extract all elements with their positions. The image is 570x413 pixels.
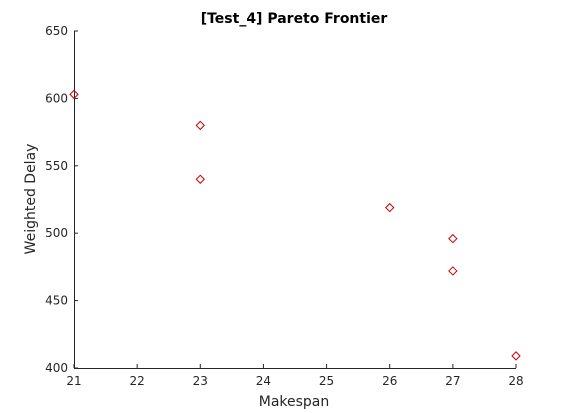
x-tick-label: 24 (256, 374, 271, 388)
y-axis-title: Weighted Delay (23, 144, 39, 255)
data-point (448, 233, 458, 244)
axes: 21 22 23 24 25 26 27 28 400 450 500 550 600 650 (45, 24, 524, 388)
data-point (195, 174, 205, 184)
x-tick-label: 27 (445, 374, 460, 388)
data-point (511, 351, 521, 361)
data-point (448, 266, 458, 276)
x-tick-label: 23 (193, 374, 208, 388)
y-tick-label: 500 (45, 226, 68, 240)
y-tick-label: 450 (45, 294, 68, 308)
y-tick-label: 550 (45, 159, 68, 173)
data-point (195, 120, 205, 131)
x-tick-label: 26 (382, 374, 397, 388)
y-tick-label: 650 (45, 24, 68, 38)
data-points (69, 89, 521, 361)
y-tick-label: 600 (45, 91, 68, 105)
y-tick-label: 400 (45, 361, 68, 375)
x-tick-label: 21 (66, 374, 81, 388)
x-tick-label: 22 (130, 374, 145, 388)
x-tick-label: 28 (508, 374, 523, 388)
chart-title: [Test_4] Pareto Frontier (201, 11, 388, 27)
x-tick-label: 25 (319, 374, 334, 388)
x-axis-title: Makespan (259, 394, 330, 410)
data-point (385, 202, 395, 213)
data-point (69, 89, 79, 100)
